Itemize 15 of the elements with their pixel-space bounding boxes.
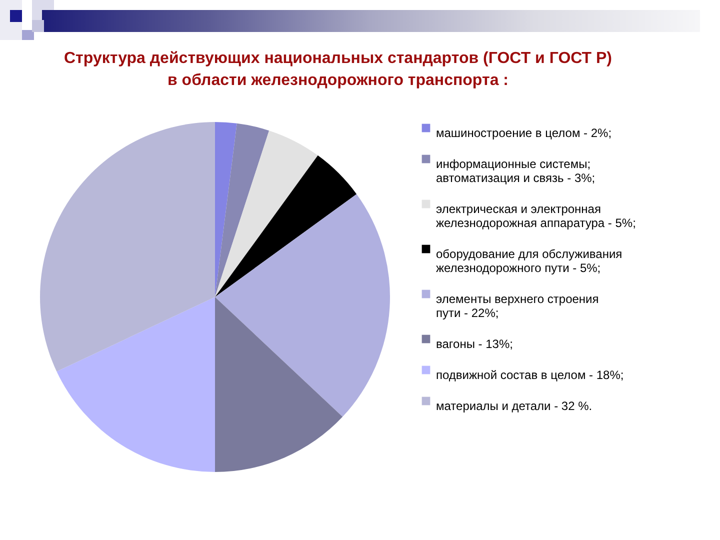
legend-label: элементы верхнего строения пути - 22%; bbox=[436, 292, 599, 320]
pie-slice bbox=[56, 297, 215, 472]
legend-label: оборудование для обслуживания железнодорожного пути - 5%; bbox=[436, 247, 622, 275]
chart-title: Структура действующих национальных стандартов (ГОСТ и ГОСТ Р) в области железнодорожного транспорта : bbox=[64, 50, 612, 89]
legend-label: вагоны - 13%; bbox=[436, 337, 513, 351]
legend-label: машиностроение в целом - 2%; bbox=[436, 126, 612, 140]
legend-label: материалы и детали - 32 %. bbox=[436, 399, 592, 413]
pie-slice bbox=[215, 155, 357, 297]
pie-slice bbox=[215, 130, 318, 297]
legend-label: электрическая и электронная железнодорожная аппаратура - 5%; bbox=[436, 202, 636, 230]
pie-slice bbox=[215, 297, 343, 472]
legend-label: информационные системы; автоматизация и связь - 3%; bbox=[436, 157, 596, 185]
pie-slice bbox=[215, 122, 237, 297]
legend-label: подвижной состав в целом - 18%; bbox=[436, 368, 624, 382]
pie-slice bbox=[215, 123, 270, 297]
